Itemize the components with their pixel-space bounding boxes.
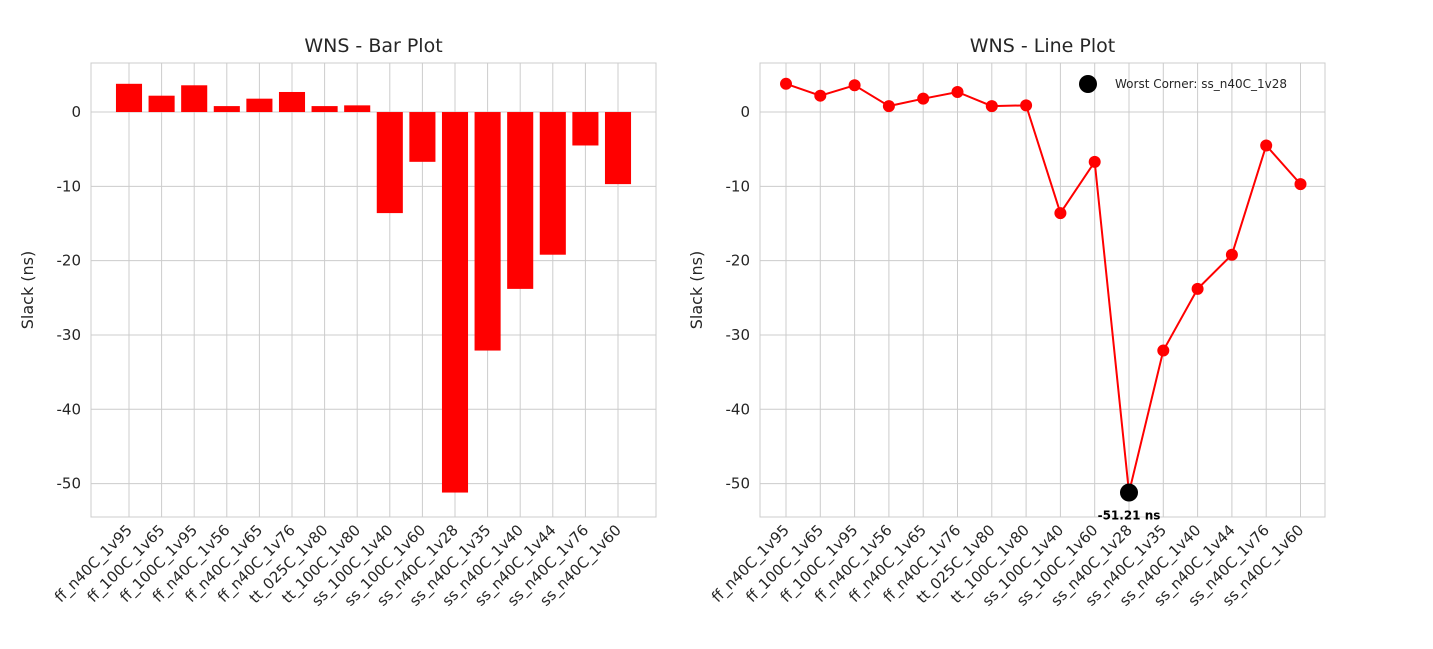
line-point — [1088, 155, 1101, 168]
bar — [115, 83, 143, 113]
line-point — [1054, 207, 1067, 220]
bar-chart-panel: 0 -10 -20 -30 -40 -50 ff_n40C_1v95ff_100C_1v6… — [18, 35, 657, 610]
bar — [344, 105, 371, 113]
bar-chart-y-axis-label: Slack (ns) — [18, 251, 37, 330]
y-tick-label: -30 — [726, 326, 751, 344]
bar — [148, 95, 175, 113]
bar-chart-x-ticks: ff_n40C_1v95ff_100C_1v65ff_100C_1v95ff_n… — [51, 521, 626, 610]
bar-chart-plot-area — [90, 62, 657, 518]
y-tick-label: -20 — [726, 252, 751, 270]
legend-marker — [1079, 75, 1097, 93]
bar-chart-bars — [115, 83, 632, 493]
line-chart-points — [780, 77, 1307, 499]
bar — [441, 112, 469, 493]
bar — [311, 106, 338, 113]
line-point — [917, 92, 930, 105]
bar-chart-grid — [91, 63, 656, 517]
line-chart-x-ticks: ff_n40C_1v95ff_100C_1v65ff_100C_1v95ff_n… — [708, 521, 1308, 610]
line-point — [1020, 99, 1033, 112]
worst-corner-marker — [1120, 483, 1138, 502]
bar-chart-title: WNS - Bar Plot — [304, 35, 442, 57]
line-point — [985, 100, 998, 113]
line-chart-grid — [760, 63, 1325, 517]
y-tick-label: -30 — [57, 326, 82, 344]
line-chart-legend: Worst Corner: ss_n40C_1v28 — [1079, 75, 1287, 93]
y-tick-label: 0 — [71, 103, 81, 121]
y-tick-label: 0 — [740, 103, 750, 121]
y-tick-label: -10 — [57, 177, 82, 195]
bar — [572, 112, 599, 146]
line-chart-y-ticks: 0 -10 -20 -30 -40 -50 — [726, 103, 751, 493]
bar — [507, 112, 534, 289]
line-point — [814, 89, 827, 102]
bar-chart-y-ticks: 0 -10 -20 -30 -40 -50 — [57, 103, 82, 493]
line-point — [1260, 139, 1273, 152]
bar — [409, 112, 436, 162]
bar — [181, 85, 208, 113]
y-tick-label: -20 — [57, 252, 82, 270]
line-chart-panel: -51.21 ns 0 -10 -20 -30 -40 -50 ff_n40C_1v95f… — [687, 35, 1326, 610]
line-point — [780, 77, 792, 90]
line-point — [1191, 282, 1204, 295]
bar — [539, 112, 566, 255]
bar — [213, 106, 240, 113]
y-tick-label: -40 — [726, 400, 751, 418]
y-tick-label: -50 — [726, 475, 751, 493]
line-point — [848, 79, 861, 92]
line-chart-series-line — [785, 82, 1302, 493]
line-chart-title: WNS - Line Plot — [970, 35, 1115, 57]
bar — [376, 112, 403, 214]
line-point — [1225, 248, 1238, 261]
bar — [246, 98, 273, 113]
line-point — [951, 85, 964, 98]
y-tick-label: -50 — [57, 475, 82, 493]
line-chart-y-axis-label: Slack (ns) — [687, 251, 706, 330]
line-point — [1294, 178, 1307, 191]
bar — [278, 91, 306, 113]
line-point — [882, 100, 895, 113]
worst-corner-annotation: -51.21 ns — [1098, 509, 1161, 523]
legend-entry-worst-corner: Worst Corner: ss_n40C_1v28 — [1115, 77, 1287, 91]
y-tick-label: -10 — [726, 177, 751, 195]
line-point — [1157, 344, 1170, 357]
bar — [474, 112, 501, 351]
bar — [604, 112, 632, 185]
y-tick-label: -40 — [57, 400, 82, 418]
line-chart-plot-area — [759, 62, 1326, 518]
